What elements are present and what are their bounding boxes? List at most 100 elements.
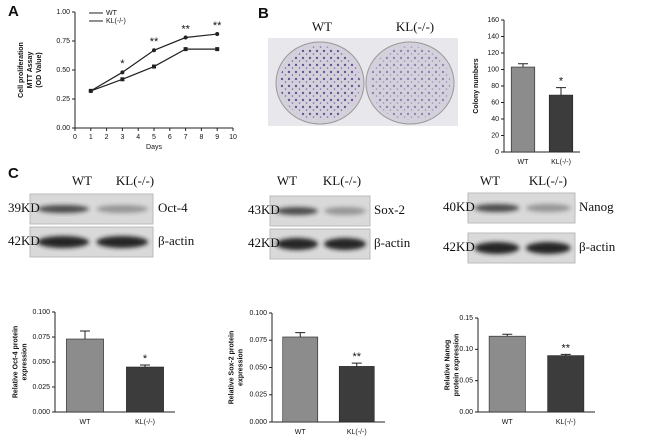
significance: ** [181,23,190,35]
error-bar [80,330,90,339]
point [88,88,93,93]
x-tick-label: 0 [73,134,77,141]
point [152,64,156,69]
x-tick-label: 4 [136,134,140,141]
y-axis-label: Cell proliferation [18,42,25,98]
blot-band [474,204,520,212]
x-tick-label: WT [518,159,530,166]
y-tick-label: 0 [495,149,499,156]
bar [488,335,526,413]
y-tick-label: 0.025 [249,392,267,399]
error-bar [518,63,528,68]
y-tick-label: 0.050 [32,359,50,366]
y-tick-label: 0.05 [459,378,473,385]
colonies [370,46,450,120]
y-tick-label: 0.050 [249,364,267,371]
x-tick-label: KL(-/-) [347,429,367,436]
protein-label: Nanog [579,199,614,214]
y-tick-label: 120 [487,50,499,57]
blot-band [525,204,571,212]
significance: * [120,58,125,70]
x-tick-label: 5 [152,134,156,141]
protein-label: β-actin [374,235,411,250]
y-tick-label: 0.15 [459,315,473,322]
point [215,47,220,52]
lane-label: WT [72,173,92,188]
blot-band [324,238,366,250]
y-axis-label: expression [237,349,244,386]
kd-label: 42KD [248,235,280,250]
y-tick-label: 0.75 [56,38,70,45]
error-bar [140,364,150,367]
bar [126,366,164,413]
y-tick-label: 1.00 [56,9,70,16]
kd-label: 39KD [8,200,40,215]
point [183,47,188,52]
lane-label: WT [277,173,297,188]
lane-label: KL(-/-) [116,173,154,188]
y-tick-label: 0.000 [32,409,50,416]
blot-band [525,242,571,254]
kd-label: 42KD [443,239,475,254]
kd-label: 42KD [8,233,40,248]
dish-label: WT [312,19,332,34]
protein-label: Oct-4 [158,200,188,215]
y-axis-label: expression [21,344,28,381]
y-tick-label: 80 [491,83,499,90]
error-bar [556,87,566,96]
lane-label: KL(-/-) [323,173,361,188]
panel-label: B [258,5,269,22]
kd-label: 43KD [248,202,280,217]
x-tick-label: WT [295,429,307,436]
y-tick-label: 0.10 [459,346,473,353]
x-tick-label: 9 [215,134,219,141]
y-axis-label: MTT Assay [27,52,34,89]
y-axis-label: protein expression [453,334,460,397]
protein-label: Sox-2 [374,202,405,217]
point [215,32,220,37]
lane-label: WT [480,173,500,188]
significance: ** [150,36,159,48]
point [120,70,125,75]
y-tick-label: 140 [487,33,499,40]
error-bar [351,362,362,367]
bar [338,366,375,423]
colonies [280,46,360,120]
dish-label: KL(-/-) [396,19,434,34]
x-tick-label: KL(-/-) [556,419,576,426]
kd-label: 40KD [443,199,475,214]
x-tick-label: KL(-/-) [135,419,155,426]
significance: ** [352,351,361,363]
bar [547,355,585,413]
y-tick-label: 0.00 [459,409,473,416]
x-tick-label: 10 [229,134,237,141]
y-tick-label: 100 [487,66,499,73]
point [120,77,125,82]
y-tick-label: 0.075 [249,337,267,344]
protein-label: β-actin [579,239,616,254]
y-tick-label: 40 [491,116,499,123]
y-tick-label: 0.100 [249,310,267,317]
y-tick-label: 0.50 [56,67,70,74]
blot-band [96,236,149,248]
y-tick-label: 0.100 [32,309,50,316]
blot-band [474,242,520,254]
error-bar [560,353,571,356]
x-tick-label: 2 [105,134,109,141]
blot-band [276,207,318,215]
bar [510,66,536,153]
significance: ** [561,342,570,354]
y-tick-label: 60 [491,99,499,106]
bar [282,336,319,423]
legend-label: KL(-/-) [106,18,126,25]
x-tick-label: 3 [120,134,124,141]
point [183,35,188,40]
y-tick-label: 0.25 [56,96,70,103]
y-tick-label: 0.00 [56,125,70,132]
blot-band [276,238,318,250]
lane-label: KL(-/-) [529,173,567,188]
error-bar [502,333,513,337]
protein-label: β-actin [158,233,195,248]
blot-band [37,236,90,248]
